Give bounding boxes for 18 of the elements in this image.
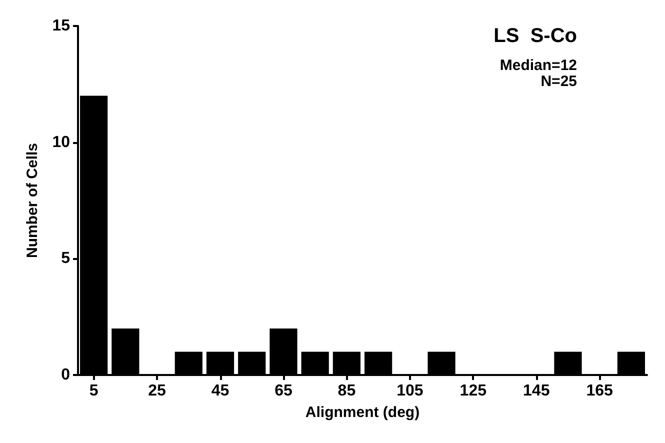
x-tick-label: 25 bbox=[148, 382, 166, 400]
annotation: Median=12 bbox=[500, 57, 578, 74]
x-tick-label: 105 bbox=[396, 382, 424, 400]
x-axis-title: Alignment (deg) bbox=[305, 404, 420, 421]
x-tick-label: 85 bbox=[338, 382, 356, 400]
y-axis-title: Number of Cells bbox=[24, 142, 41, 258]
y-tick-label: 15 bbox=[52, 18, 70, 34]
y-tick-label: 10 bbox=[52, 134, 70, 151]
x-tick-label: 45 bbox=[211, 382, 230, 400]
x-tick-label: 65 bbox=[274, 382, 292, 400]
x-tick-label: 165 bbox=[586, 382, 614, 400]
y-tick-label: 5 bbox=[61, 250, 70, 268]
y-tick-label: 0 bbox=[61, 366, 70, 384]
x-tick-label: 145 bbox=[523, 382, 550, 400]
annotation: N=25 bbox=[540, 73, 578, 90]
annotation: LS S-Co bbox=[494, 25, 578, 47]
x-tick-label: 125 bbox=[460, 382, 487, 400]
x-tick-label: 5 bbox=[89, 382, 98, 400]
